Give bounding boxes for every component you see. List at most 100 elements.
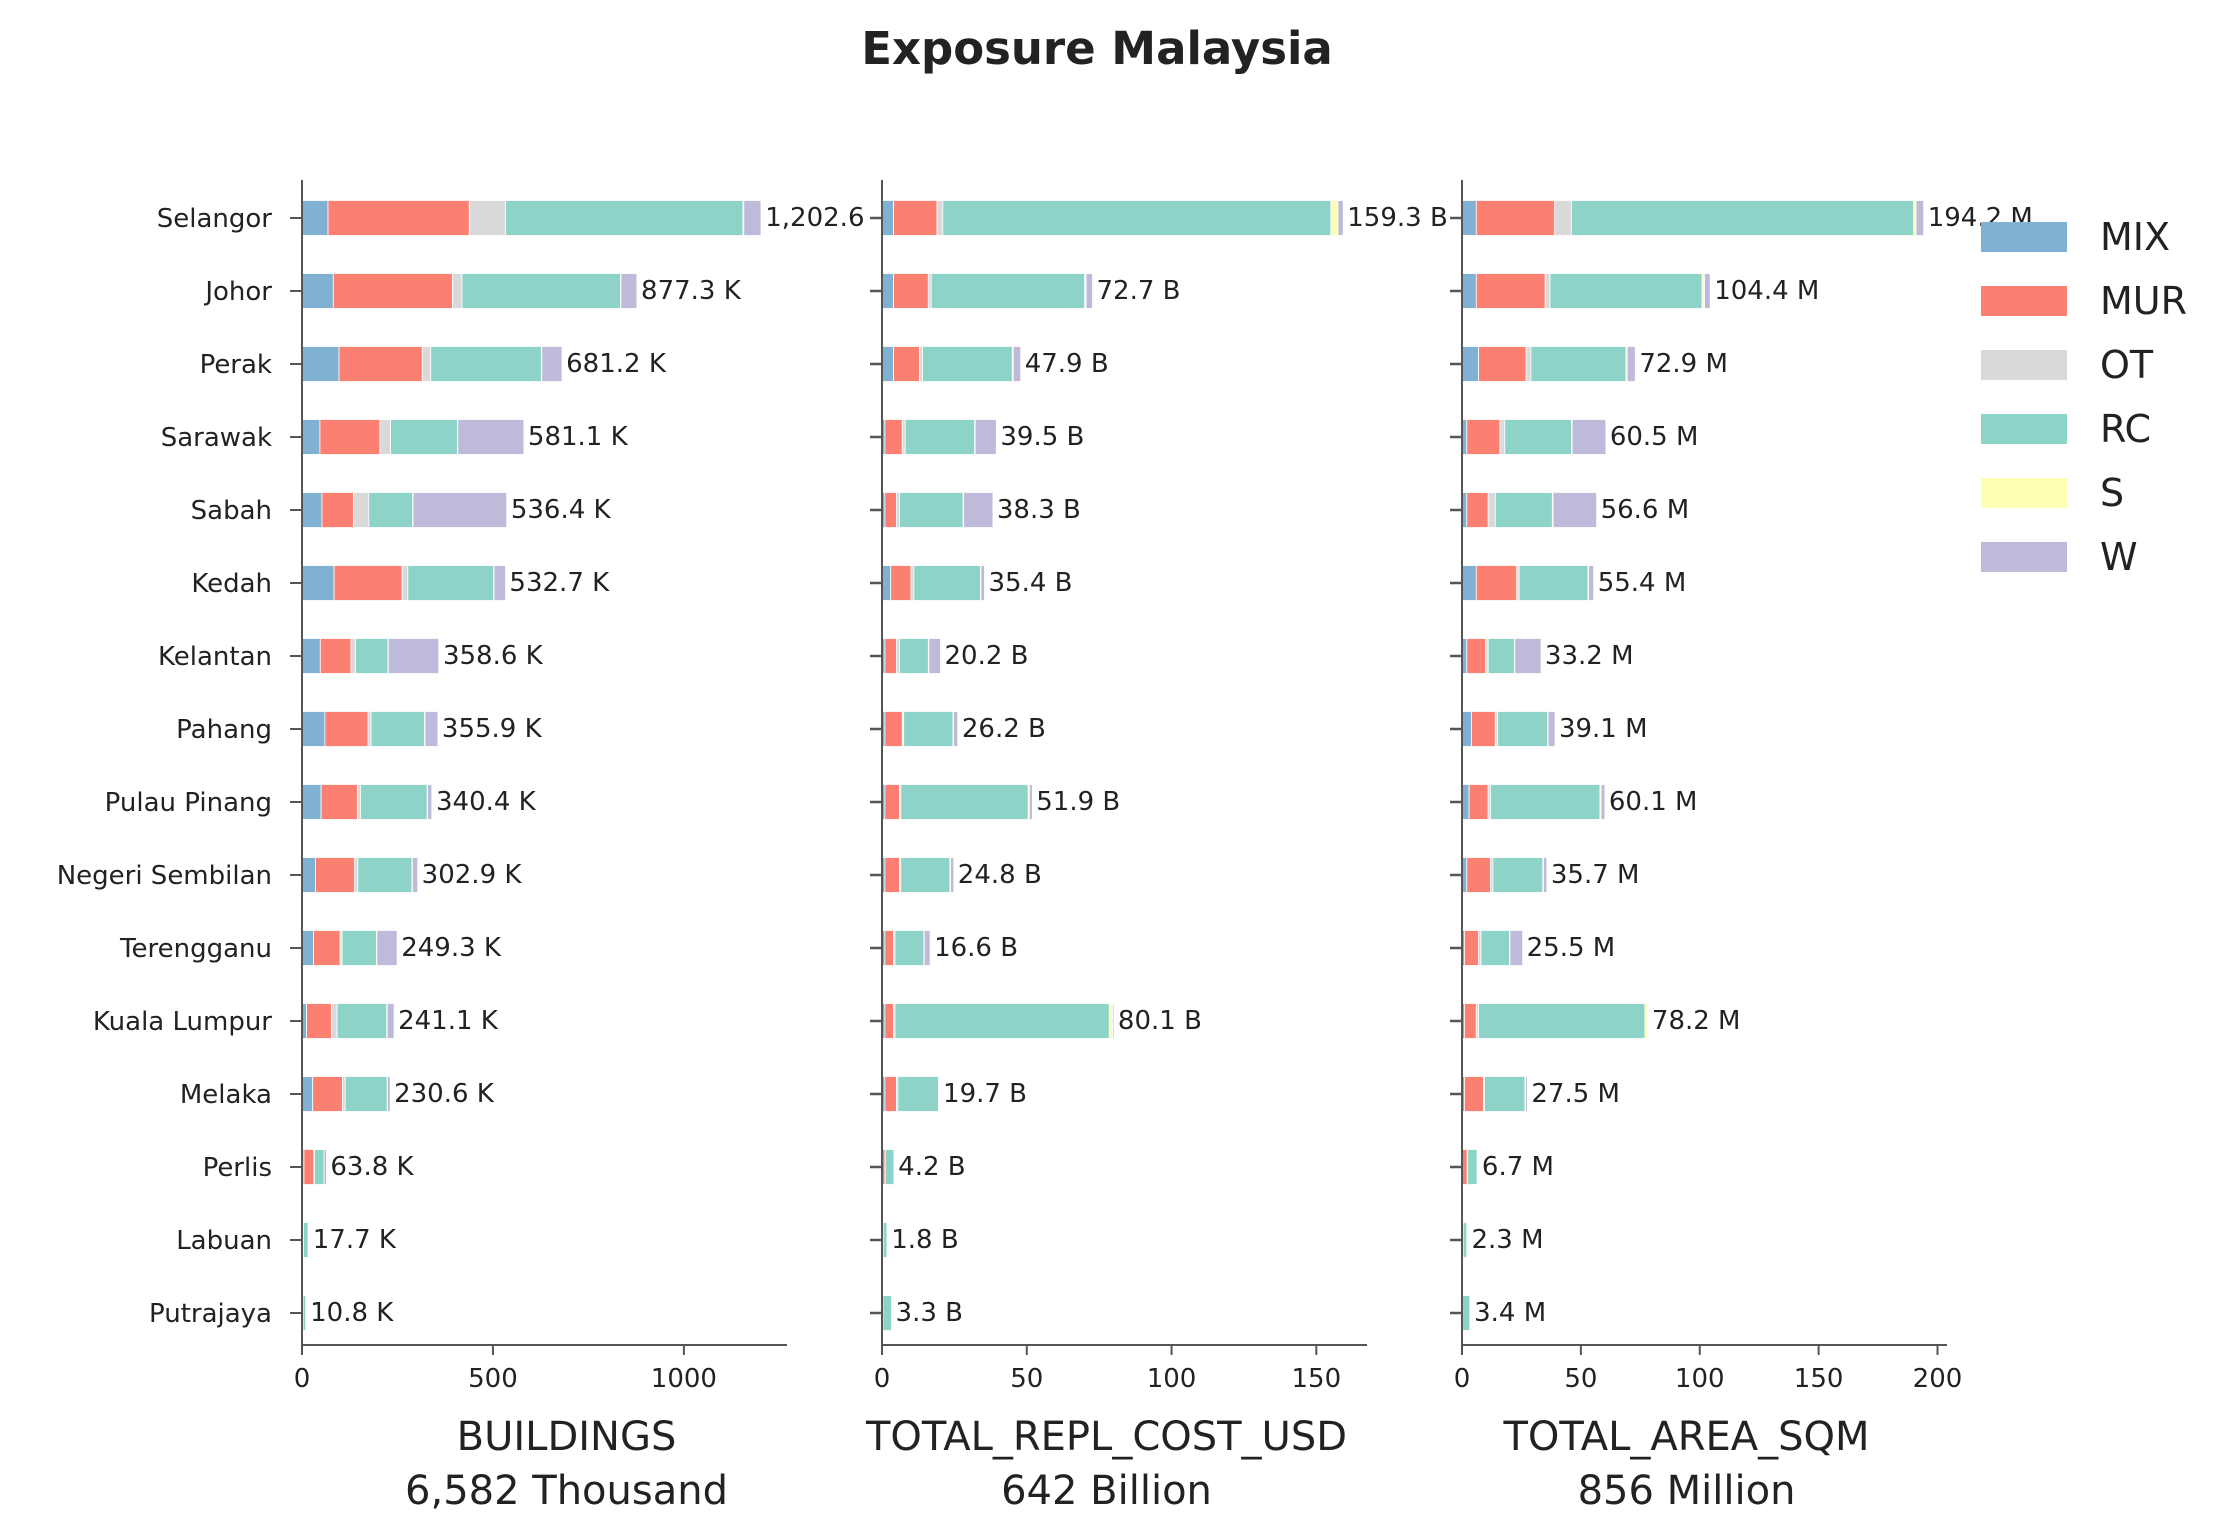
x-tick-label: 100	[1675, 1364, 1725, 1394]
bar-segment-rc	[430, 346, 542, 382]
bar-segment-rc	[368, 492, 414, 528]
total-label: 4.2 B	[898, 1152, 965, 1182]
bar-segment-w	[743, 200, 762, 236]
bar-segment-mur	[884, 638, 897, 674]
panel-2: 159.3 B 72.7 B 47.9 B 39.5 B 38.3 B 35.4 B 20.…	[865, 180, 1448, 1514]
bar-segment-ot	[401, 565, 409, 601]
total-label: 104.4 M	[1714, 276, 1819, 306]
total-label: 159.3 B	[1347, 203, 1448, 233]
total-label: 17.7 K	[313, 1225, 397, 1255]
bar-segment-rc	[922, 346, 1013, 382]
bar-segment-mix	[881, 565, 892, 601]
legend-label-mur: MUR	[2100, 279, 2187, 323]
bar-segment-mix	[301, 638, 321, 674]
bar-segment-mur	[1462, 1149, 1468, 1185]
bar-segment-mur	[306, 1003, 332, 1039]
y-tick-label: Labuan	[176, 1226, 272, 1256]
y-tick-label: Johor	[203, 277, 272, 307]
bar-segment-mur	[884, 930, 895, 966]
x-tick-label: 150	[1292, 1364, 1342, 1394]
bar-segment-ot	[379, 419, 391, 455]
bar-segment-rc	[900, 784, 1029, 820]
x-tick-label: 0	[874, 1364, 891, 1394]
legend-label-w: W	[2100, 535, 2138, 579]
total-label: 78.2 M	[1652, 1006, 1741, 1036]
bar-segment-w	[323, 1149, 327, 1185]
bar-segment-w	[1647, 1003, 1649, 1039]
bar-segment-mur	[1466, 638, 1487, 674]
bar-segment-ot	[1544, 273, 1551, 309]
bar-segment-mur	[324, 711, 369, 747]
total-label: 681.2 K	[566, 349, 667, 379]
x-tick-label: 100	[1147, 1364, 1197, 1394]
bar-segment-rc	[1504, 419, 1572, 455]
bar-segment-s	[886, 1222, 888, 1258]
bar-segment-ot	[896, 492, 900, 528]
total-label: 72.9 M	[1639, 349, 1728, 379]
y-tick-label: Kelantan	[158, 642, 272, 672]
total-label: 249.3 K	[401, 933, 502, 963]
bar-segment-w	[620, 273, 638, 309]
bar-segment-w	[1477, 1149, 1479, 1185]
x-tick-label: 1000	[651, 1364, 717, 1394]
y-tick-label: Terengganu	[119, 934, 272, 964]
bar-segment-mix	[301, 784, 322, 820]
bar-segment-mix	[301, 711, 326, 747]
bar-segment-ot	[330, 1003, 338, 1039]
y-tick-label: Kedah	[191, 569, 272, 599]
bar-segment-w	[1543, 857, 1548, 893]
x-tick-label: 200	[1913, 1364, 1963, 1394]
x-axis-sublabel: 642 Billion	[1001, 1468, 1212, 1514]
legend-label-ot: OT	[2100, 343, 2154, 387]
bar-segment-mur	[332, 273, 453, 309]
bar-segment-w	[950, 857, 955, 893]
bar-segment-w	[1571, 419, 1607, 455]
x-tick-label: 0	[294, 1364, 311, 1394]
bar-segment-w	[963, 492, 994, 528]
bar-segment-w	[427, 784, 433, 820]
total-label: 3.4 M	[1474, 1298, 1546, 1328]
total-label: 35.7 M	[1551, 860, 1640, 890]
total-label: 80.1 B	[1118, 1006, 1202, 1036]
bar-segment-mur	[1475, 273, 1546, 309]
total-label: 241.1 K	[398, 1006, 499, 1036]
bar-segment-mur	[1471, 711, 1496, 747]
bar-segment-rc	[900, 857, 951, 893]
bar-segment-mur	[884, 784, 900, 820]
bar-segment-w	[1509, 930, 1524, 966]
bar-segment-mur	[303, 1149, 315, 1185]
bar-segment-w	[305, 1295, 307, 1331]
bar-segment-mur	[884, 1003, 895, 1039]
bar-segment-mur	[1475, 200, 1556, 236]
bar-segment-mix	[301, 346, 340, 382]
bar-segment-rc	[1492, 857, 1544, 893]
bar-segment-rc	[505, 200, 744, 236]
bar-segment-ot	[910, 565, 915, 601]
bar-segment-rc	[407, 565, 495, 601]
y-tick-label: Selangor	[157, 204, 273, 234]
total-label: 16.6 B	[934, 933, 1018, 963]
bar-segment-ot	[896, 638, 900, 674]
total-label: 60.1 M	[1609, 787, 1698, 817]
bar-segment-ot	[354, 857, 359, 893]
bar-segment-mur	[1464, 1076, 1484, 1112]
legend-swatch-rc	[1981, 414, 2067, 444]
x-tick-label: 150	[1794, 1364, 1844, 1394]
bar-segment-w	[980, 565, 985, 601]
bar-segment-rc	[1518, 565, 1589, 601]
x-axis-label: TOTAL_REPL_COST_USD	[865, 1414, 1347, 1460]
legend-swatch-s	[1981, 478, 2067, 508]
legend-label-mix: MIX	[2100, 215, 2170, 259]
bar-segment-rc	[357, 857, 413, 893]
bar-segment-mur	[884, 711, 903, 747]
legend-label-s: S	[2100, 471, 2124, 515]
y-tick-label: Perak	[200, 350, 272, 380]
bar-segment-w	[928, 638, 941, 674]
bar-segment-ot	[1487, 492, 1496, 528]
total-label: 877.3 K	[641, 276, 742, 306]
bar-segment-mix	[301, 930, 314, 966]
y-tick-label: Pahang	[176, 715, 272, 745]
bar-segment-mur	[327, 200, 470, 236]
total-label: 20.2 B	[944, 641, 1028, 671]
